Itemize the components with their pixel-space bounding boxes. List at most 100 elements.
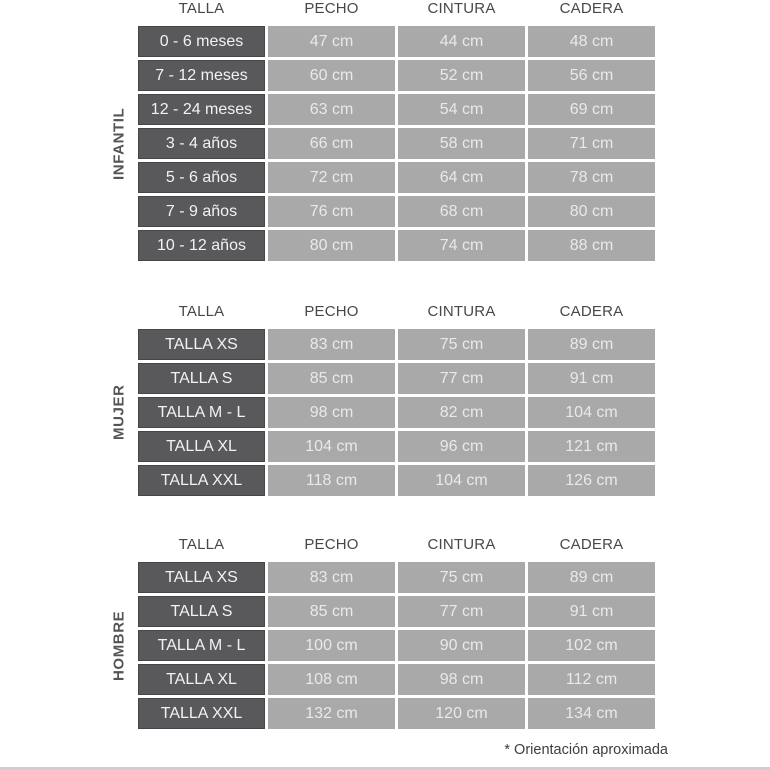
size-label-cell: 7 - 9 años	[138, 196, 265, 227]
cadera-value-cell: 134 cm	[528, 698, 655, 729]
pecho-value-cell: 108 cm	[268, 664, 395, 695]
size-label-cell: TALLA S	[138, 596, 265, 627]
pecho-value-cell: 80 cm	[268, 230, 395, 261]
cintura-value-cell: 44 cm	[398, 26, 525, 57]
table-rows-hombre: TALLA XS 83 cm 75 cm 89 cm TALLA S 85 cm 77 cm…	[138, 562, 655, 729]
pecho-value-cell: 100 cm	[268, 630, 395, 661]
pecho-value-cell: 83 cm	[268, 562, 395, 593]
size-label-cell: TALLA XS	[138, 562, 265, 593]
size-label-cell: 12 - 24 meses	[138, 94, 265, 125]
cadera-value-cell: 88 cm	[528, 230, 655, 261]
table-row: TALLA XXL 118 cm 104 cm 126 cm	[138, 465, 655, 496]
cintura-value-cell: 96 cm	[398, 431, 525, 462]
cintura-value-cell: 120 cm	[398, 698, 525, 729]
bottom-edge-line	[0, 767, 770, 770]
cintura-value-cell: 75 cm	[398, 329, 525, 360]
table-row: 3 - 4 años 66 cm 58 cm 71 cm	[138, 128, 655, 159]
column-headers-hombre: TALLA PECHO CINTURA CADERA	[138, 536, 655, 554]
size-label-cell: TALLA XL	[138, 431, 265, 462]
table-rows-mujer: TALLA XS 83 cm 75 cm 89 cm TALLA S 85 cm 77 cm…	[138, 329, 655, 496]
pecho-value-cell: 132 cm	[268, 698, 395, 729]
cadera-value-cell: 91 cm	[528, 363, 655, 394]
table-row: TALLA S 85 cm 77 cm 91 cm	[138, 596, 655, 627]
pecho-value-cell: 72 cm	[268, 162, 395, 193]
size-table-infantil: INFANTIL TALLA PECHO CINTURA CADERA 0 - …	[111, 0, 655, 261]
cintura-value-cell: 52 cm	[398, 60, 525, 91]
cintura-value-cell: 77 cm	[398, 596, 525, 627]
table-row: TALLA XXL 132 cm 120 cm 134 cm	[138, 698, 655, 729]
column-header-cintura: CINTURA	[427, 303, 496, 320]
pecho-value-cell: 83 cm	[268, 329, 395, 360]
pecho-value-cell: 118 cm	[268, 465, 395, 496]
cintura-value-cell: 104 cm	[398, 465, 525, 496]
column-header-pecho: PECHO	[304, 0, 359, 17]
pecho-value-cell: 98 cm	[268, 397, 395, 428]
column-header-pecho: PECHO	[304, 536, 359, 553]
pecho-value-cell: 63 cm	[268, 94, 395, 125]
cintura-value-cell: 64 cm	[398, 162, 525, 193]
cintura-value-cell: 68 cm	[398, 196, 525, 227]
table-row: 10 - 12 años 80 cm 74 cm 88 cm	[138, 230, 655, 261]
pecho-value-cell: 47 cm	[268, 26, 395, 57]
table-row: 5 - 6 años 72 cm 64 cm 78 cm	[138, 162, 655, 193]
pecho-value-cell: 104 cm	[268, 431, 395, 462]
cintura-value-cell: 75 cm	[398, 562, 525, 593]
column-header-cintura: CINTURA	[427, 536, 496, 553]
size-label-cell: TALLA XXL	[138, 698, 265, 729]
table-row: TALLA M - L 98 cm 82 cm 104 cm	[138, 397, 655, 428]
size-label-cell: TALLA XL	[138, 664, 265, 695]
size-label-cell: 7 - 12 meses	[138, 60, 265, 91]
cadera-value-cell: 56 cm	[528, 60, 655, 91]
pecho-value-cell: 66 cm	[268, 128, 395, 159]
table-row: TALLA XS 83 cm 75 cm 89 cm	[138, 329, 655, 360]
cadera-value-cell: 48 cm	[528, 26, 655, 57]
cintura-value-cell: 58 cm	[398, 128, 525, 159]
cadera-value-cell: 102 cm	[528, 630, 655, 661]
column-header-cadera: CADERA	[559, 536, 624, 553]
column-header-cintura: CINTURA	[427, 0, 496, 17]
cadera-value-cell: 71 cm	[528, 128, 655, 159]
cadera-value-cell: 121 cm	[528, 431, 655, 462]
size-table-hombre: HOMBRE TALLA PECHO CINTURA CADERA TALLA …	[111, 536, 655, 729]
table-row: TALLA S 85 cm 77 cm 91 cm	[138, 363, 655, 394]
cadera-value-cell: 104 cm	[528, 397, 655, 428]
size-label-cell: TALLA XS	[138, 329, 265, 360]
column-headers-infantil: TALLA PECHO CINTURA CADERA	[138, 0, 655, 18]
size-label-cell: TALLA M - L	[138, 397, 265, 428]
cadera-value-cell: 112 cm	[528, 664, 655, 695]
table-row: 7 - 9 años 76 cm 68 cm 80 cm	[138, 196, 655, 227]
cintura-value-cell: 74 cm	[398, 230, 525, 261]
table-rows-infantil: 0 - 6 meses 47 cm 44 cm 48 cm 7 - 12 meses 60…	[138, 26, 655, 261]
table-row: TALLA M - L 100 cm 90 cm 102 cm	[138, 630, 655, 661]
table-row: 0 - 6 meses 47 cm 44 cm 48 cm	[138, 26, 655, 57]
cadera-value-cell: 89 cm	[528, 562, 655, 593]
cintura-value-cell: 90 cm	[398, 630, 525, 661]
pecho-value-cell: 85 cm	[268, 363, 395, 394]
section-label-hombre: HOMBRE	[110, 610, 128, 681]
column-header-talla: TALLA	[178, 0, 225, 17]
size-label-cell: TALLA XXL	[138, 465, 265, 496]
column-header-talla: TALLA	[178, 303, 225, 320]
cadera-value-cell: 80 cm	[528, 196, 655, 227]
pecho-value-cell: 76 cm	[268, 196, 395, 227]
cintura-value-cell: 54 cm	[398, 94, 525, 125]
cintura-value-cell: 98 cm	[398, 664, 525, 695]
cadera-value-cell: 91 cm	[528, 596, 655, 627]
table-row: TALLA XL 104 cm 96 cm 121 cm	[138, 431, 655, 462]
column-header-cadera: CADERA	[559, 0, 624, 17]
column-header-cadera: CADERA	[559, 303, 624, 320]
cadera-value-cell: 78 cm	[528, 162, 655, 193]
cintura-value-cell: 82 cm	[398, 397, 525, 428]
column-header-pecho: PECHO	[304, 303, 359, 320]
table-row: 7 - 12 meses 60 cm 52 cm 56 cm	[138, 60, 655, 91]
section-label-infantil: INFANTIL	[110, 107, 128, 180]
size-label-cell: 10 - 12 años	[138, 230, 265, 261]
column-headers-mujer: TALLA PECHO CINTURA CADERA	[138, 303, 655, 321]
cadera-value-cell: 89 cm	[528, 329, 655, 360]
table-row: 12 - 24 meses 63 cm 54 cm 69 cm	[138, 94, 655, 125]
size-tables-column: INFANTIL TALLA PECHO CINTURA CADERA 0 - …	[111, 0, 655, 729]
size-label-cell: 3 - 4 años	[138, 128, 265, 159]
size-table-mujer: MUJER TALLA PECHO CINTURA CADERA TALLA X…	[111, 303, 655, 496]
section-label-mujer: MUJER	[110, 384, 128, 441]
size-label-cell: TALLA S	[138, 363, 265, 394]
